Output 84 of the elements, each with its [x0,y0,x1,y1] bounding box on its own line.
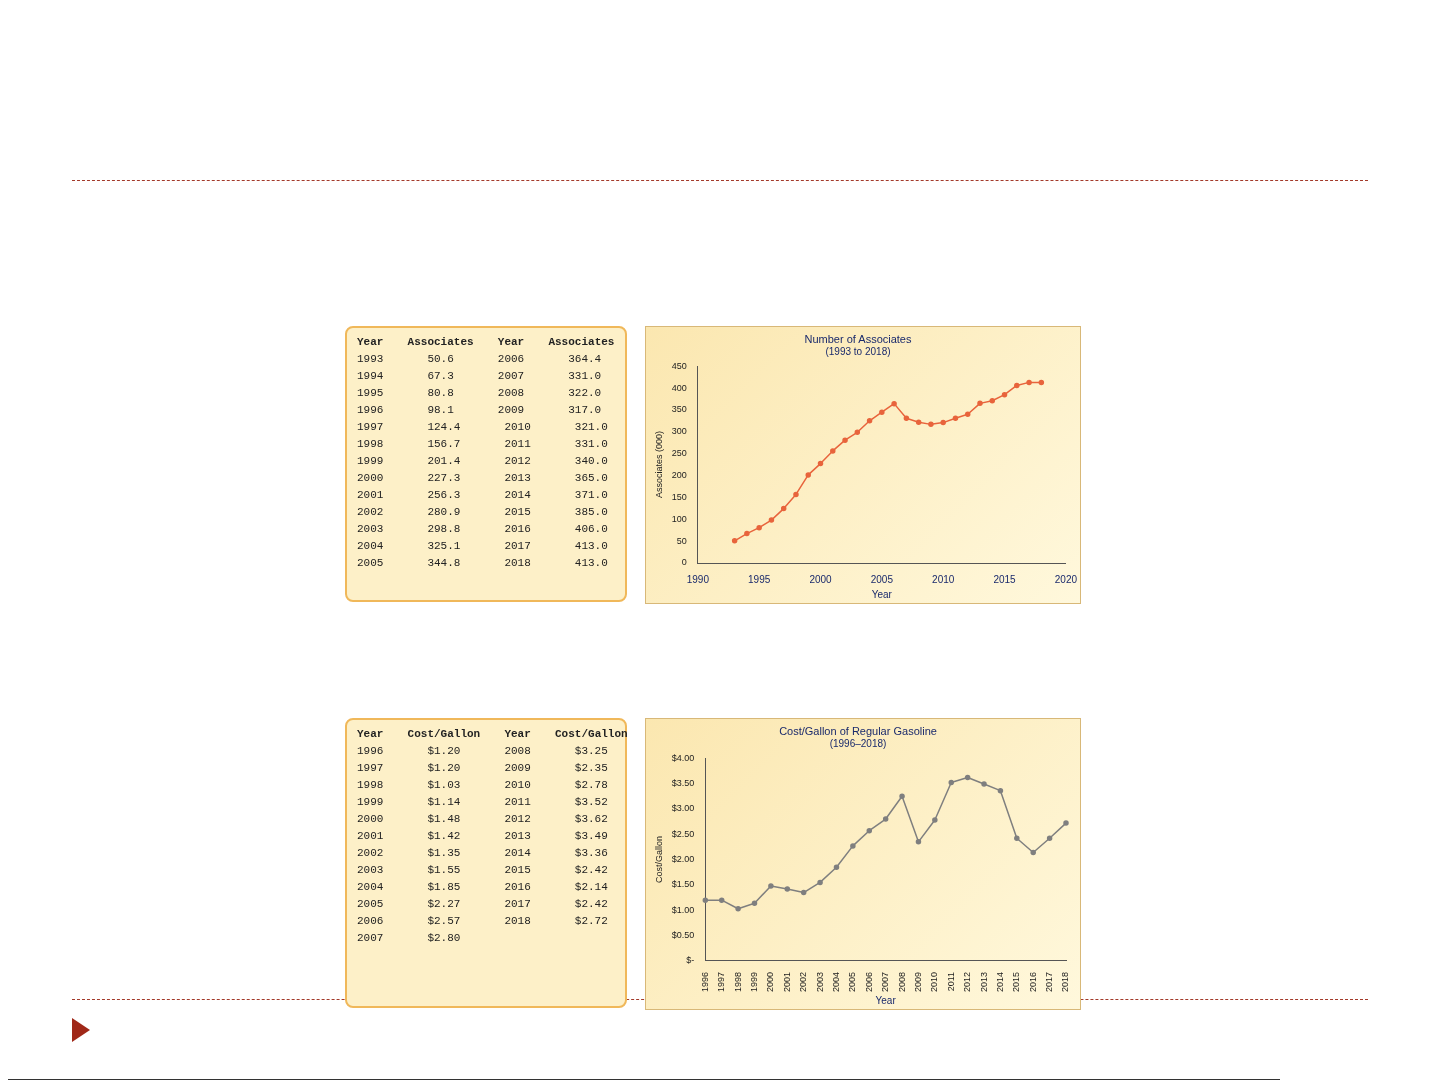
text: 2002 $1.35 2014 $3.36 [357,846,609,861]
x-tick-label: 2010 [929,971,940,993]
x-tick-label: 1996 [699,971,710,993]
x-tick-label: 2015 [993,573,1017,585]
x-tick-label: 2004 [830,971,841,993]
x-tick-label: 2015 [1011,971,1022,993]
text: 1999 201.4 2012 340.0 [357,454,609,469]
text: 1995 80.8 2008 322.0 [357,386,603,401]
x-tick-label: 2001 [781,971,792,993]
chart-title: Number of Associates [804,332,912,345]
text: 2002 280.9 2015 385.0 [357,505,609,520]
text: 2007 $2.80 [357,931,462,946]
text: 1999 $1.14 2011 $3.52 [357,795,609,810]
x-tick-label: 2010 [932,573,955,585]
x-axis-title: Year [875,994,897,1006]
x-tick-label: 2005 [847,971,858,993]
y-tick-label: 450 [671,360,687,371]
chart-subtitle: (1993 to 2018) [825,345,891,357]
text: 2000 $1.48 2012 $3.62 [357,812,609,827]
x-tick-label: 2020 [1054,573,1078,585]
x-tick-label: 2000 [809,573,833,585]
x-axis-title: Year [871,588,893,600]
text: Year Associates Year Associates [357,335,615,350]
chart-title: Cost/Gallon of Regular Gasoline [779,724,937,737]
y-tick-label: $- [686,955,695,966]
text: 1997 124.4 2010 321.0 [357,420,609,435]
y-axis-title: Cost/Gallon [653,836,664,884]
x-tick-label: 2013 [978,971,989,993]
y-axis-title: Associates (000) [653,431,664,499]
x-tick-label: 2017 [1044,971,1055,993]
y-tick-label: $2.00 [671,854,695,865]
x-tick-label: 2018 [1060,971,1071,993]
y-tick-label: 300 [671,426,687,437]
x-tick-label: 1998 [732,971,743,993]
text: 1997 $1.20 2009 $2.35 [357,761,609,776]
x-tick-label: 2016 [1027,971,1038,993]
x-tick-label: 2011 [945,971,956,992]
text: 2004 $1.85 2016 $2.14 [357,880,609,895]
text: 2004 325.1 2017 413.0 [357,539,609,554]
text: 2001 256.3 2014 371.0 [357,488,609,503]
x-tick-label: 2006 [863,971,874,993]
text: 1994 67.3 2007 331.0 [357,369,603,384]
x-tick-label: 1997 [716,971,727,993]
x-tick-label: 1999 [748,971,759,993]
text: 1993 50.6 2006 364.4 [357,352,603,367]
text: 1998 $1.03 2010 $2.78 [357,778,609,793]
y-tick-label: $1.00 [671,904,695,915]
text: 2001 $1.42 2013 $3.49 [357,829,609,844]
y-tick-label: $3.50 [671,778,695,789]
text: 2000 227.3 2013 365.0 [357,471,609,486]
x-tick-label: 2009 [912,971,923,993]
x-tick-label: 2008 [896,971,907,993]
text: 1996 $1.20 2008 $3.25 [357,744,609,759]
y-tick-label: 400 [671,382,687,393]
y-tick-label: 150 [671,491,687,502]
x-tick-label: 2012 [962,971,973,993]
y-tick-label: 50 [676,535,687,546]
text: 1998 156.7 2011 331.0 [357,437,609,452]
text: 1996 98.1 2009 317.0 [357,403,603,418]
x-tick-label: 1995 [748,573,771,585]
text: 2005 $2.27 2017 $2.42 [357,897,609,912]
x-tick-label: 2007 [880,971,891,993]
x-tick-label: 2000 [765,971,776,993]
x-tick-label: 2014 [994,971,1005,993]
y-tick-label: 200 [671,470,687,481]
text: Year Cost/Gallon Year Cost/Gallon [357,727,628,742]
x-tick-label: 2002 [798,971,809,993]
chart-subtitle: (1996–2018) [829,737,887,749]
text: 2006 $2.57 2018 $2.72 [357,914,609,929]
text: 2003 298.8 2016 406.0 [357,522,609,537]
x-tick-label: 1990 [686,573,710,585]
y-tick-label: 100 [671,513,687,524]
y-tick-label: $0.50 [671,930,695,941]
text: 2003 $1.55 2015 $2.42 [357,863,609,878]
y-tick-label: 350 [671,404,687,415]
y-tick-label: $3.00 [671,803,695,814]
y-tick-label: $4.00 [671,752,695,763]
y-tick-label: $2.50 [671,828,695,839]
text: 2005 344.8 2018 413.0 [357,556,609,571]
y-tick-label: 0 [681,557,687,568]
x-tick-label: 2003 [814,971,825,993]
x-tick-label: 2005 [870,573,894,585]
y-tick-label: 250 [671,448,687,459]
y-tick-label: $1.50 [671,879,695,890]
